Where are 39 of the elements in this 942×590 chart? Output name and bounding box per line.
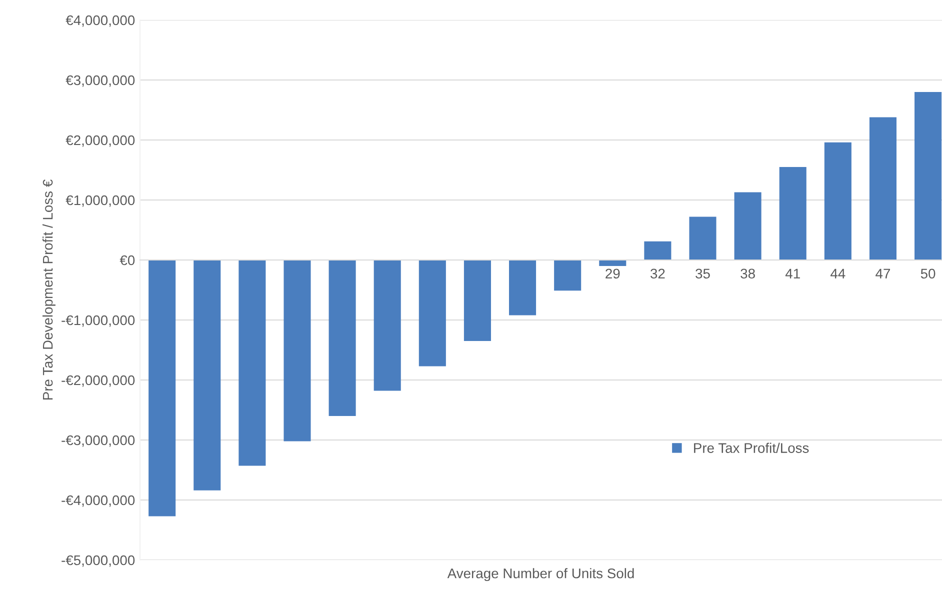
x-tick-label: 50 bbox=[920, 268, 936, 279]
x-tick-label: 38 bbox=[740, 268, 755, 279]
y-tick-label: -€5,000,000 bbox=[62, 555, 135, 567]
y-tick-label: €4,000,000 bbox=[66, 15, 135, 27]
x-tick-label: 41 bbox=[785, 268, 800, 278]
legend-label: Pre Tax Profit/Loss bbox=[694, 442, 809, 453]
bar bbox=[554, 260, 582, 291]
bar bbox=[869, 117, 896, 260]
bar bbox=[644, 241, 672, 260]
bar bbox=[238, 260, 266, 466]
bar bbox=[734, 192, 762, 260]
bar bbox=[284, 260, 311, 442]
bar bbox=[824, 142, 852, 260]
y-tick-label: €0 bbox=[120, 255, 135, 266]
x-tick-label: 44 bbox=[830, 268, 846, 278]
bar bbox=[689, 216, 716, 260]
bar bbox=[599, 260, 626, 266]
bar bbox=[374, 260, 401, 391]
y-tick-label: -€4,000,000 bbox=[62, 495, 135, 507]
y-tick-label: €3,000,000 bbox=[66, 75, 135, 87]
x-tick-label: 47 bbox=[876, 268, 890, 278]
bar bbox=[328, 260, 356, 416]
y-tick-label: -€1,000,000 bbox=[62, 315, 135, 327]
y-tick-label: €1,000,000 bbox=[66, 195, 135, 207]
bar bbox=[148, 260, 176, 516]
bar bbox=[464, 260, 491, 341]
y-axis-title: Pre Tax Development Profit / Loss € bbox=[42, 180, 56, 400]
y-tick-label: €2,000,000 bbox=[66, 135, 135, 147]
y-tick-label: -€3,000,000 bbox=[62, 435, 135, 447]
x-axis-title: Average Number of Units Sold bbox=[447, 568, 634, 582]
x-tick-label: 29 bbox=[606, 268, 620, 279]
y-tick-label: -€2,000,000 bbox=[62, 375, 135, 387]
bar bbox=[509, 260, 536, 316]
bar bbox=[779, 167, 806, 260]
x-tick-label: 32 bbox=[650, 268, 665, 279]
x-tick-label: 35 bbox=[696, 268, 710, 279]
bar bbox=[194, 260, 221, 490]
bar bbox=[914, 92, 942, 260]
bar bbox=[418, 260, 446, 366]
